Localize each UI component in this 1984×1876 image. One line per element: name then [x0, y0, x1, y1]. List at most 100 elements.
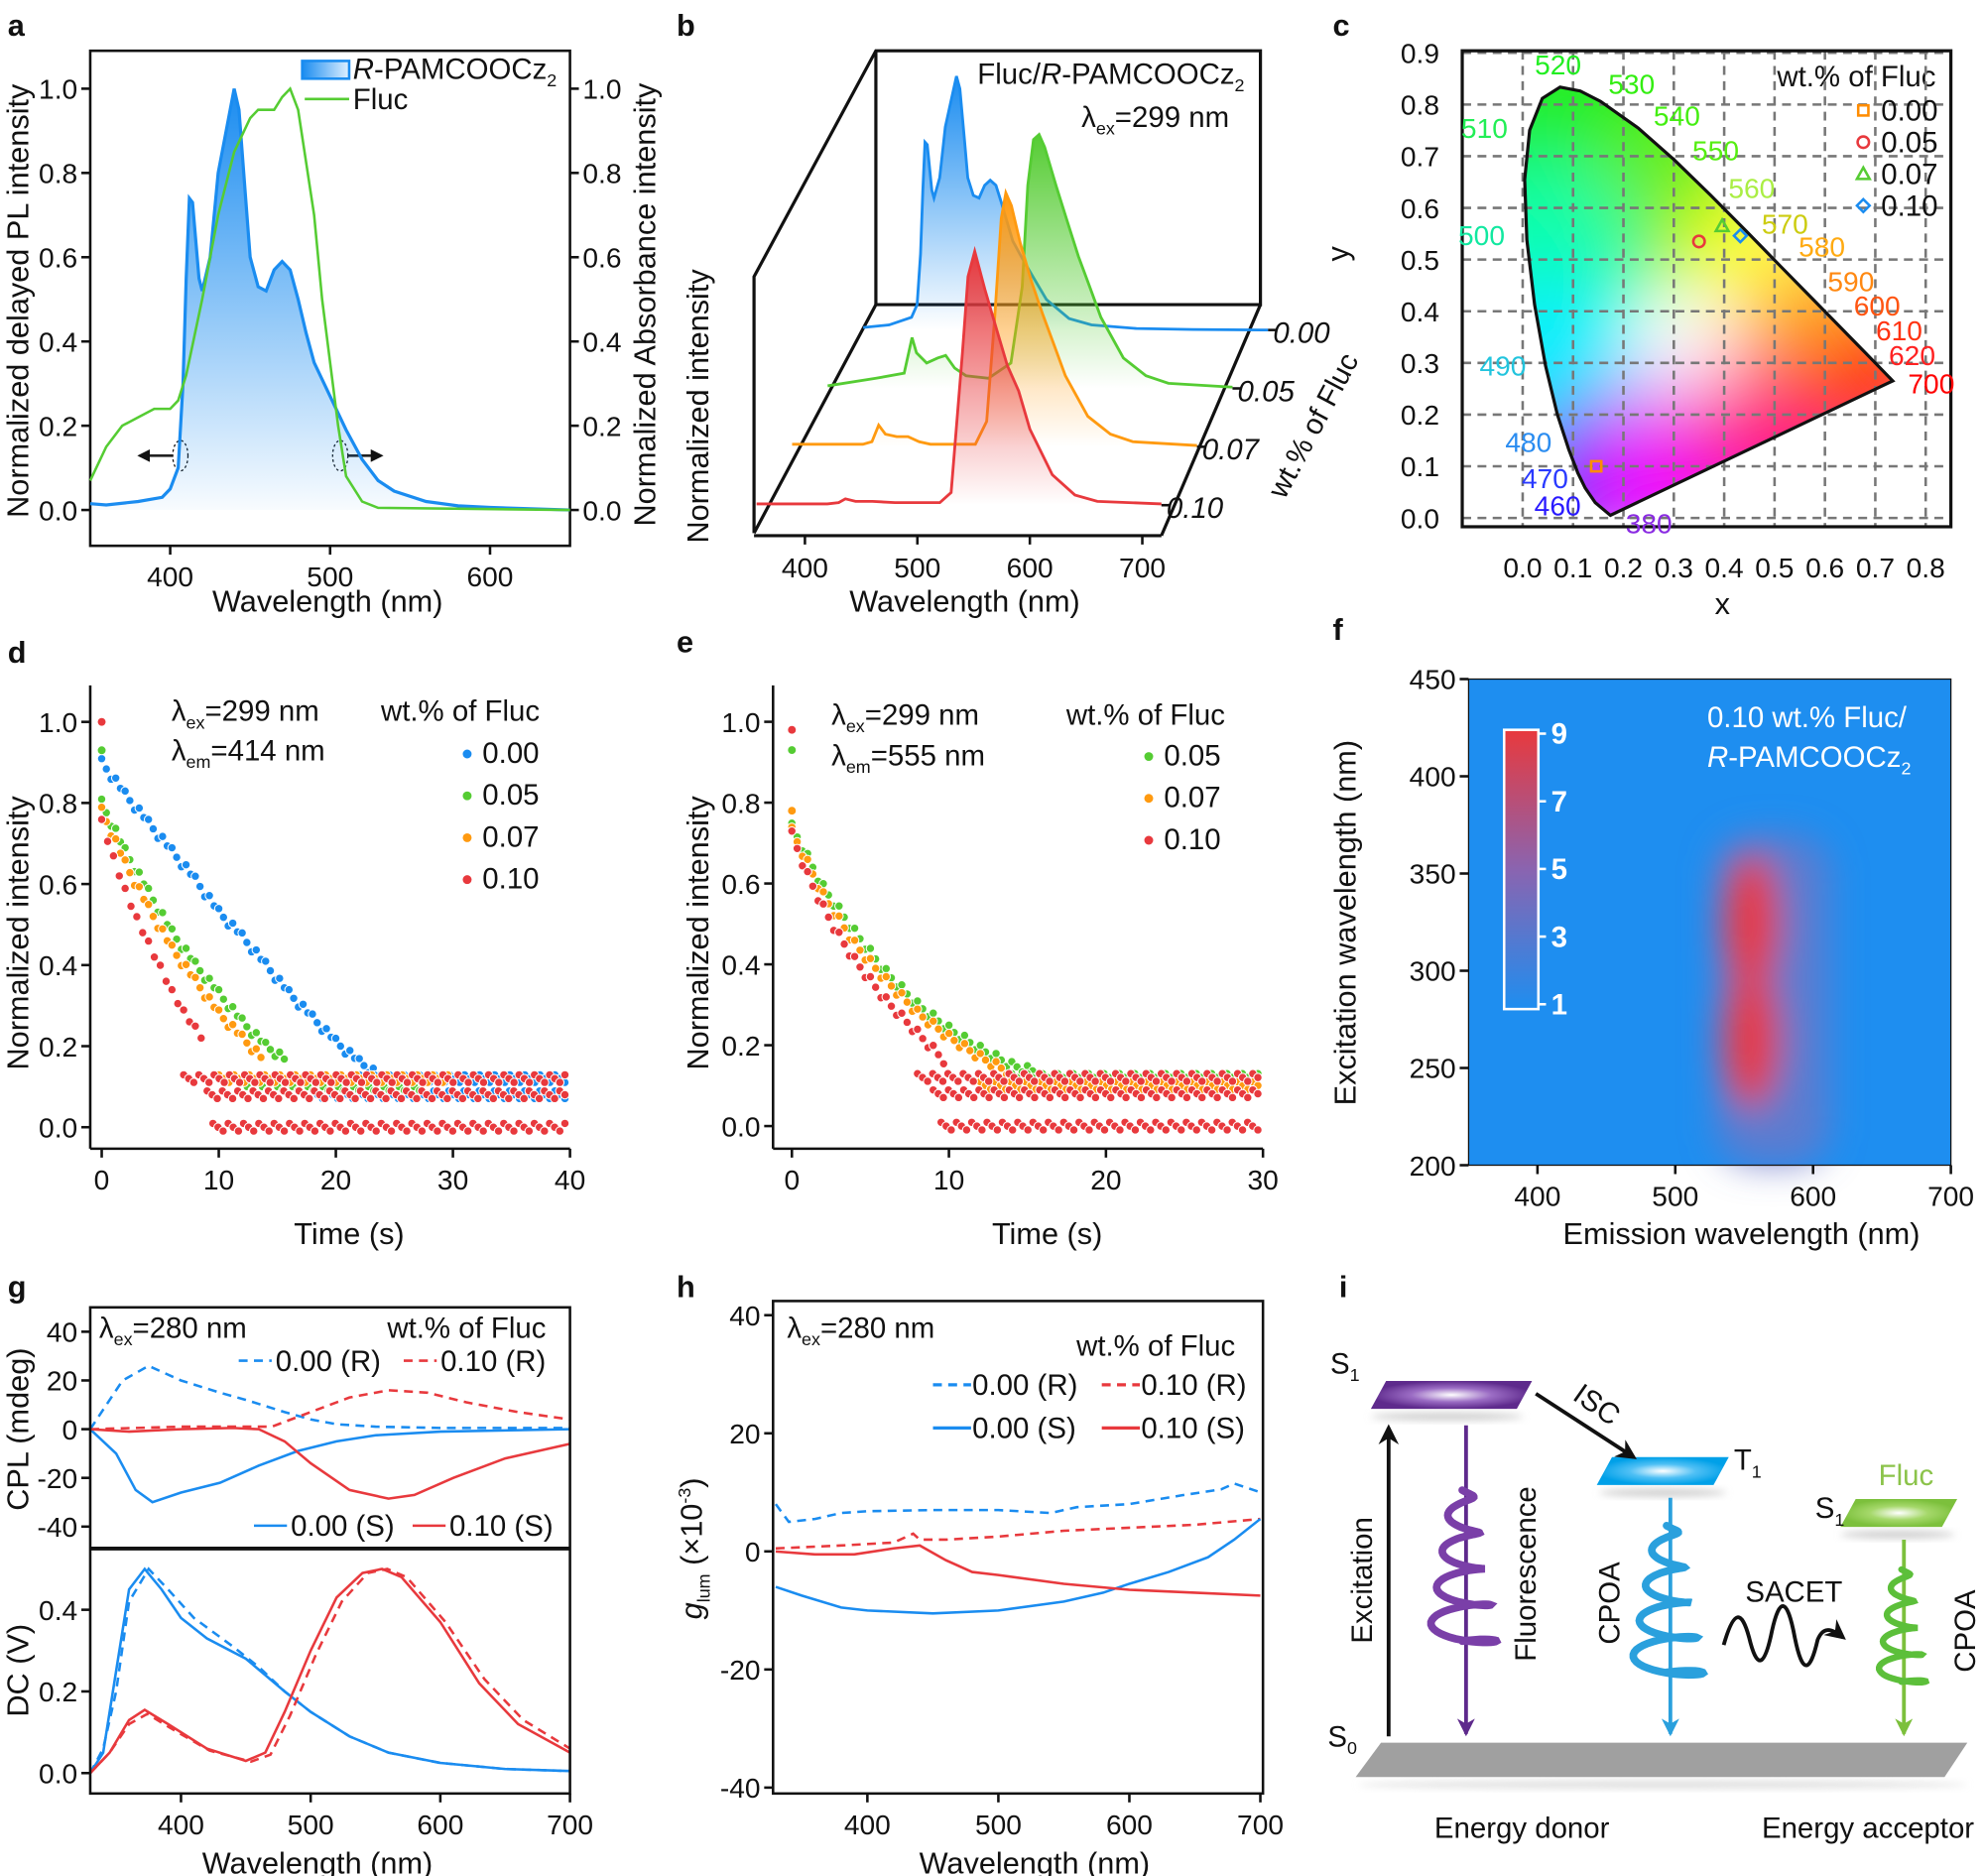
annotation-emission: λem=555 nm [831, 739, 985, 777]
data-point [381, 1093, 391, 1104]
panel-labels: a b c d e f g h i [8, 8, 1350, 1305]
x-axis-label: Wavelength (nm) [849, 584, 1080, 619]
wavelength-label-490: 490 [1479, 351, 1526, 382]
series-line-0.07 [792, 188, 1197, 447]
data-point [807, 881, 818, 892]
data-point [913, 996, 923, 1006]
legend-label-0.10: 0.10 [1881, 190, 1937, 223]
dc-line-0.10 (R) [89, 1567, 571, 1775]
data-point [980, 1055, 991, 1065]
data-point [999, 1092, 1010, 1103]
data-point [194, 881, 205, 892]
data-point [524, 1077, 535, 1087]
wavelength-label-600: 600 [1854, 291, 1901, 321]
colorbar-tick-label: 3 [1551, 921, 1567, 953]
y-tick-label: -40 [38, 1512, 78, 1543]
y-tick-label: -20 [720, 1655, 761, 1686]
data-point [1227, 1092, 1238, 1103]
x-tick-label: 600 [417, 1810, 463, 1840]
data-point [212, 1093, 222, 1104]
legend-label-0.00 (S): 0.00 (S) [291, 1510, 395, 1543]
legend-marker-0.00 [462, 749, 472, 759]
label-sacet: SACET [1745, 1576, 1842, 1609]
x-tick-label: 700 [1119, 553, 1166, 583]
data-point [158, 908, 168, 918]
legend-title: wt.% of Fluc [1776, 61, 1935, 93]
data-point [918, 1012, 928, 1022]
data-point [132, 912, 142, 922]
y-tick-label: 0.2 [39, 411, 77, 441]
annotation-line1: 0.10 wt.% Fluc/ [1707, 701, 1908, 734]
data-point [101, 764, 111, 774]
data-point [321, 1024, 331, 1034]
wavelength-label-380: 380 [1626, 508, 1673, 539]
y-tick-label: 1.0 [39, 707, 77, 738]
data-point [478, 1077, 489, 1087]
data-point [834, 928, 844, 938]
data-point [181, 959, 191, 969]
data-point [251, 944, 262, 955]
y-tick-label: -40 [720, 1773, 761, 1804]
series-0.10 [787, 724, 1263, 1135]
data-point [242, 1038, 252, 1049]
legend-marker-0.07 [1854, 165, 1872, 181]
acceptor-s1-level [1840, 1499, 1958, 1528]
glum-line-0.10 (R) [775, 1517, 1261, 1551]
data-point [798, 860, 807, 871]
wavelength-label-500: 500 [1458, 220, 1505, 251]
y-tick-label: 40 [729, 1301, 760, 1331]
y-axis-label: Normalized intensity [0, 796, 35, 1070]
data-point [983, 1076, 994, 1086]
z-axis-label: wt.% of Fluc [1261, 347, 1365, 504]
x-axis-label: Time (s) [294, 1216, 404, 1251]
data-point [114, 871, 124, 881]
y-tick-label: 0.2 [1401, 400, 1439, 431]
cpl-line-0.00 (R) [88, 1364, 570, 1431]
data-point [134, 867, 145, 877]
data-point [256, 1053, 266, 1063]
data-point [965, 1046, 975, 1056]
data-point [335, 1093, 345, 1104]
data-point [227, 1020, 238, 1030]
data-point [1068, 1125, 1079, 1135]
data-point [897, 1008, 907, 1018]
data-point [310, 1126, 320, 1136]
y-tick-label: 250 [1410, 1054, 1456, 1084]
data-point [929, 1041, 938, 1051]
data-point [284, 984, 295, 995]
data-point [213, 1005, 224, 1015]
data-point [213, 984, 224, 995]
data-point [992, 1125, 1003, 1135]
label-ground-s0: S0 [1327, 1720, 1357, 1758]
y-tick-label: 0.3 [1401, 348, 1439, 379]
data-point [1075, 1076, 1085, 1086]
data-point [1191, 1125, 1201, 1135]
data-point [218, 1014, 229, 1024]
data-point [402, 1077, 413, 1087]
data-point [1253, 1072, 1263, 1082]
y-tick-label: 0.0 [582, 495, 621, 526]
data-point [442, 1093, 452, 1104]
data-point [218, 912, 229, 923]
ground-state-level [1355, 1742, 1968, 1778]
legend-label-0.00 (S): 0.00 (S) [972, 1413, 1076, 1445]
data-point [1007, 1125, 1018, 1135]
legend-label-0.07: 0.07 [482, 820, 539, 853]
data-point [308, 1009, 317, 1019]
data-point [949, 1036, 959, 1046]
data-point [365, 1093, 376, 1104]
y-tick-label: 0.0 [39, 1112, 77, 1143]
data-point [1243, 1092, 1253, 1103]
panel-label-c: c [1333, 8, 1350, 43]
wavelength-label-610: 610 [1876, 315, 1922, 346]
y-axis-label: Normalized intensity [681, 796, 715, 1070]
x-tick-label: 500 [894, 553, 940, 583]
y-tick-label: 0.4 [39, 950, 77, 981]
x-tick-label: 20 [1090, 1165, 1121, 1195]
data-point [126, 901, 136, 912]
data-point [849, 951, 860, 961]
colorbar-tick-label: 1 [1551, 989, 1567, 1022]
heatmap-hotspots [1716, 834, 1830, 1166]
data-point [929, 1008, 938, 1018]
label-acceptor-name: Fluc [1879, 1459, 1934, 1492]
